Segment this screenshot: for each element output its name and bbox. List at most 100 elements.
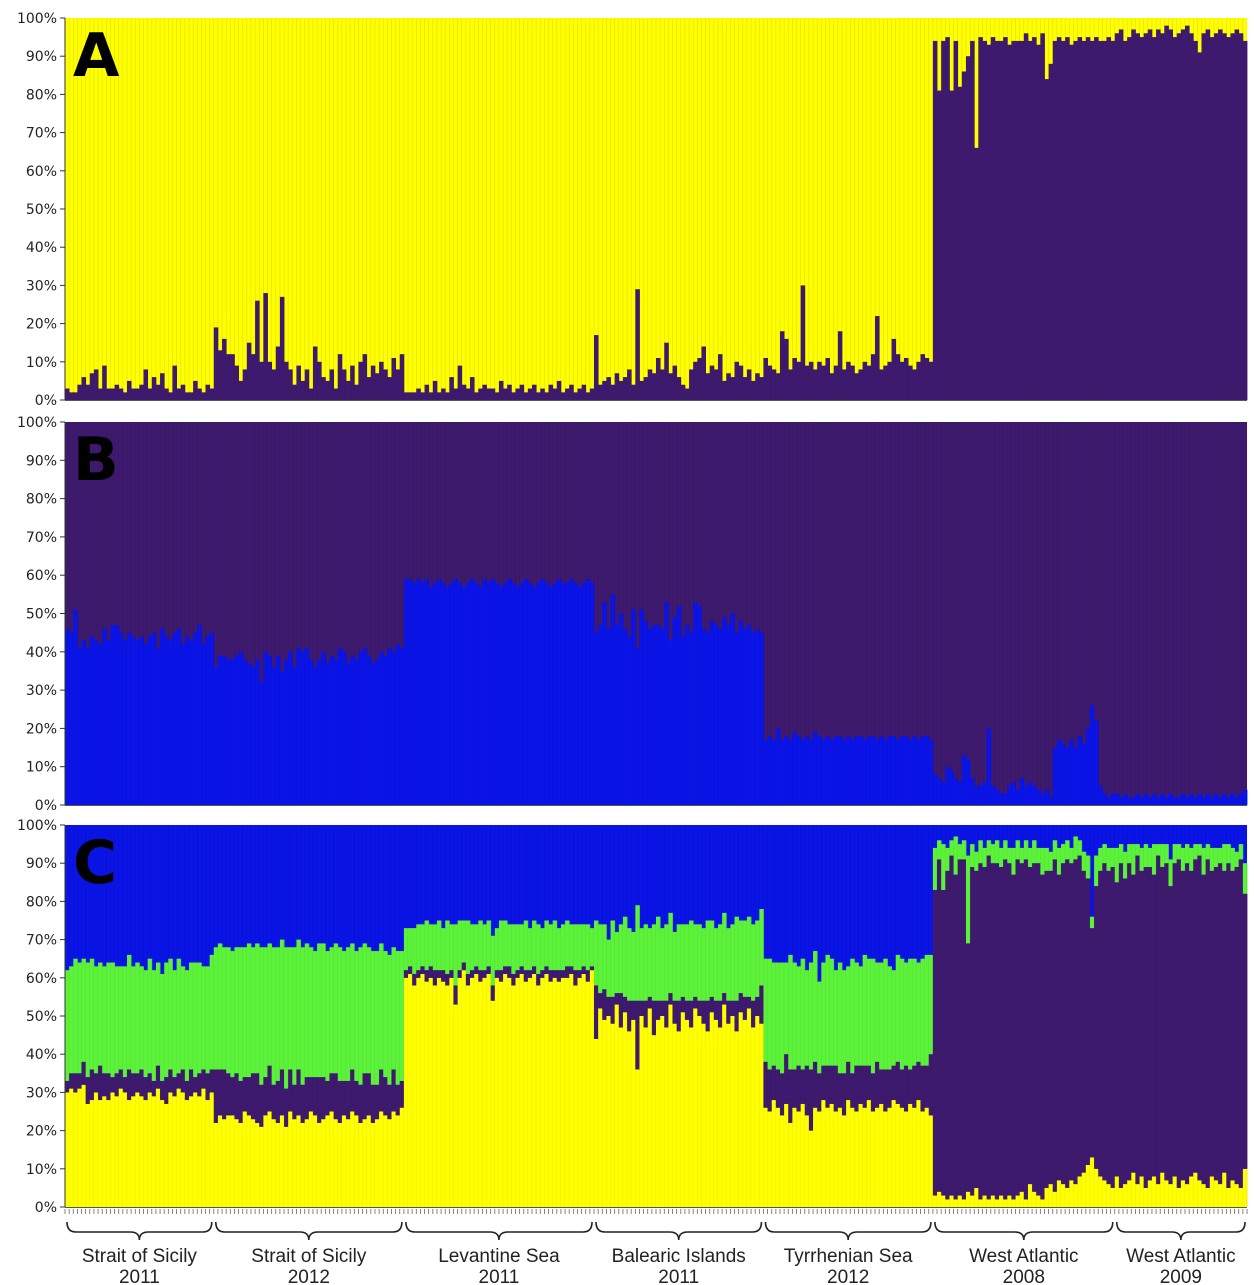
bar-segment-purple xyxy=(271,1084,277,1120)
bar-segment-green xyxy=(1222,844,1227,871)
bar-segment-yellow xyxy=(858,1103,864,1207)
bar-segment-purple xyxy=(346,380,351,400)
bar-segment-yellow xyxy=(825,1107,830,1207)
bar-segment-purple xyxy=(358,361,363,400)
bar-segment-blue xyxy=(808,739,814,805)
bar-segment-green xyxy=(1180,847,1186,871)
bar-segment-purple xyxy=(284,1088,289,1127)
bar-segment-blue xyxy=(928,739,934,805)
bar-segment-yellow xyxy=(1180,1180,1186,1207)
bar-segment-purple xyxy=(1061,40,1066,401)
bar-segment-green xyxy=(941,844,946,890)
bar-segment-yellow xyxy=(746,1008,752,1207)
bar-segment-purple xyxy=(1098,40,1103,401)
bar-segment-yellow xyxy=(532,973,537,1207)
bar-segment-blue xyxy=(275,655,281,805)
bar-segment-green xyxy=(1085,855,1091,879)
y-tick-label: 40% xyxy=(26,240,57,256)
bar-segment-purple xyxy=(875,1061,880,1108)
bar-segment-yellow xyxy=(730,1016,735,1207)
bar-segment-green xyxy=(804,970,810,1066)
bar-segment-yellow xyxy=(1056,1180,1062,1207)
bar-segment-green xyxy=(771,962,777,1066)
bar-segment-purple xyxy=(308,388,314,400)
bar-segment-purple xyxy=(606,996,611,1016)
bar-segment-blue xyxy=(854,736,859,805)
bar-segment-green xyxy=(1123,851,1128,879)
bar-segment-yellow xyxy=(1048,1184,1054,1207)
bar-segment-purple xyxy=(1048,63,1054,401)
bar-segment-purple xyxy=(180,384,186,400)
bar-segment-purple xyxy=(635,289,640,400)
bar-segment-blue xyxy=(445,586,450,805)
bar-segment-green xyxy=(408,928,413,967)
bar-segment-blue xyxy=(201,644,206,805)
bar-segment-purple xyxy=(602,989,607,1020)
bar-segment-purple xyxy=(226,1073,231,1116)
bar-segment-yellow xyxy=(887,1107,892,1207)
bar-segment-yellow xyxy=(436,977,442,1207)
bar-segment-blue xyxy=(825,736,830,805)
bar-segment-purple xyxy=(825,1065,830,1108)
bar-segment-blue xyxy=(300,651,306,805)
bar-segment-purple xyxy=(432,970,438,986)
bar-segment-green xyxy=(916,962,921,1062)
bar-segment-blue xyxy=(350,655,355,805)
bar-segment-green xyxy=(730,924,735,1001)
bar-segment-blue xyxy=(474,582,479,805)
bar-segment-blue xyxy=(77,647,82,805)
bar-segment-blue xyxy=(399,647,405,805)
bar-segment-purple xyxy=(1135,855,1140,1185)
bar-segment-blue xyxy=(1242,789,1248,805)
bar-segment-green xyxy=(1176,844,1182,860)
bar-segment-purple xyxy=(441,388,446,400)
bar-segment-green xyxy=(755,920,760,997)
bar-segment-blue xyxy=(1077,736,1083,805)
bar-segment-purple xyxy=(428,966,434,978)
bar-segment-blue xyxy=(1230,793,1235,805)
bar-segment-green xyxy=(920,958,926,1066)
bar-segment-purple xyxy=(870,1073,876,1112)
bar-segment-yellow xyxy=(226,1115,231,1207)
bar-segment-blue xyxy=(589,582,595,805)
bar-segment-purple xyxy=(639,380,644,400)
bar-segment-purple xyxy=(1147,29,1153,401)
bar-segment-blue xyxy=(1123,793,1128,805)
bar-segment-purple xyxy=(536,392,541,400)
bar-segment-yellow xyxy=(126,1100,132,1207)
bar-segment-blue xyxy=(515,586,521,805)
bar-segment-green xyxy=(1094,855,1099,887)
bar-segment-purple xyxy=(689,1000,694,1028)
bar-segment-green xyxy=(1172,844,1178,864)
bar-segment-purple xyxy=(829,373,835,400)
bar-segment-green xyxy=(222,947,227,1070)
group-brace xyxy=(1115,1221,1246,1241)
bar-segment-purple xyxy=(354,384,359,400)
bar-segment-green xyxy=(329,947,335,1074)
bar-segment-blue xyxy=(796,736,802,805)
bar-segment-yellow xyxy=(147,1092,153,1207)
group-label-year: 2011 xyxy=(479,1267,520,1285)
bar-segment-blue xyxy=(746,624,752,805)
bar-segment-green xyxy=(912,958,917,1066)
bar-segment-purple xyxy=(341,1080,347,1116)
bar-segment-purple xyxy=(1056,37,1062,400)
bar-segment-green xyxy=(862,954,868,1066)
bar-segment-yellow xyxy=(676,1031,682,1207)
bar-segment-purple xyxy=(1172,37,1178,400)
bar-segment-green xyxy=(126,954,132,1070)
bar-segment-green xyxy=(680,924,686,997)
y-tick-label: 90% xyxy=(26,49,57,65)
bar-segment-yellow xyxy=(953,1199,959,1207)
bar-segment-purple xyxy=(1040,33,1045,400)
bar-segment-blue xyxy=(1172,797,1178,805)
bar-segment-yellow xyxy=(93,1092,99,1207)
bar-segment-blue xyxy=(540,579,545,805)
bar-segment-blue xyxy=(1151,793,1157,805)
bar-segment-yellow xyxy=(362,1119,368,1207)
bar-segment-yellow xyxy=(755,1016,760,1207)
bar-segment-purple xyxy=(242,1077,248,1112)
bar-segment-green xyxy=(1011,847,1016,875)
bar-segment-green xyxy=(259,947,264,1085)
bar-segment-purple xyxy=(1238,859,1244,1188)
